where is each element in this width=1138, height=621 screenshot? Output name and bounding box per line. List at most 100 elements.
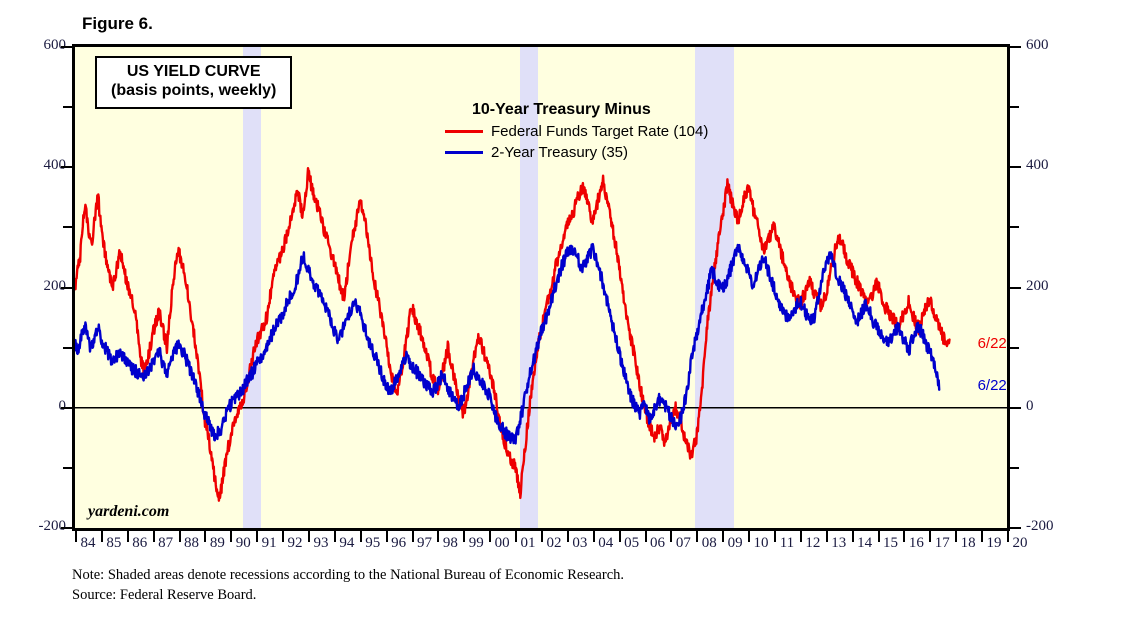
watermark: yardeni.com bbox=[88, 503, 170, 520]
x-axis-tick bbox=[100, 531, 103, 542]
footnotes: Note: Shaded areas denote recessions acc… bbox=[72, 566, 624, 605]
x-axis-tick bbox=[851, 531, 854, 542]
x-axis-label: 88 bbox=[184, 535, 199, 551]
x-axis-tick bbox=[799, 531, 802, 542]
x-axis-tick bbox=[489, 531, 492, 542]
x-axis-label: 02 bbox=[546, 535, 562, 551]
y-axis-tick bbox=[61, 406, 72, 409]
x-axis-label: 13 bbox=[831, 535, 847, 551]
x-axis-tick bbox=[877, 531, 880, 542]
x-axis-tick bbox=[126, 531, 129, 542]
x-axis-tick bbox=[981, 531, 984, 542]
x-axis-tick bbox=[437, 531, 440, 542]
x-axis-label: 20 bbox=[1012, 535, 1028, 551]
x-axis-tick bbox=[825, 531, 828, 542]
x-axis-label: 10 bbox=[753, 535, 769, 551]
footnote-source: Source: Federal Reserve Board. bbox=[72, 586, 257, 603]
y-axis-label-left: 400 bbox=[43, 157, 67, 174]
x-axis-label: 05 bbox=[624, 535, 640, 551]
y-axis-label-right: -200 bbox=[1026, 518, 1054, 534]
y-axis-tick bbox=[1010, 286, 1021, 289]
y-axis-label-right: 0 bbox=[1026, 397, 1034, 414]
x-axis-label: 00 bbox=[494, 535, 510, 551]
x-axis-label: 16 bbox=[908, 535, 924, 551]
x-axis-label: 99 bbox=[468, 535, 484, 551]
x-axis-tick bbox=[178, 531, 181, 542]
series-layer bbox=[75, 167, 1007, 502]
x-axis-label: 01 bbox=[520, 535, 536, 551]
legend-swatch-red bbox=[445, 130, 483, 133]
x-axis-label: 93 bbox=[313, 535, 329, 551]
x-axis-label: 18 bbox=[960, 535, 976, 551]
legend-item-two-year: 2-Year Treasury (35) bbox=[445, 142, 708, 163]
x-axis-tick bbox=[566, 531, 569, 542]
x-axis-label: 97 bbox=[417, 535, 432, 551]
x-axis-label: 85 bbox=[106, 535, 122, 551]
x-axis-label: 17 bbox=[934, 535, 950, 551]
y-axis-minor-tick bbox=[1010, 226, 1019, 229]
x-axis-label: 09 bbox=[727, 535, 743, 551]
x-axis-tick bbox=[722, 531, 725, 542]
x-axis-label: 03 bbox=[572, 535, 588, 551]
x-axis-label: 94 bbox=[339, 535, 355, 551]
plot-inner bbox=[75, 47, 1007, 528]
plot-frame bbox=[72, 44, 1010, 531]
x-axis-tick bbox=[774, 531, 776, 542]
y-axis-label-right: 600 bbox=[1026, 37, 1049, 53]
x-axis-label: 86 bbox=[132, 535, 148, 551]
x-axis-tick bbox=[696, 531, 699, 542]
x-axis-label: 98 bbox=[442, 535, 458, 551]
x-axis-label: 12 bbox=[805, 535, 821, 551]
legend-title: 10-Year Treasury Minus bbox=[472, 101, 651, 118]
x-axis-label: 92 bbox=[287, 535, 303, 551]
x-axis-label: 07 bbox=[675, 535, 691, 551]
end-label-two-year: 6/22 bbox=[977, 376, 1007, 394]
x-axis-tick bbox=[256, 531, 259, 542]
end-label-federal-funds: 6/22 bbox=[977, 335, 1007, 353]
y-axis-minor-tick bbox=[63, 466, 72, 469]
x-axis-label: 15 bbox=[883, 535, 898, 551]
y-axis-tick bbox=[1010, 406, 1021, 409]
x-axis-tick bbox=[308, 531, 310, 542]
legend-label-two-year: 2-Year Treasury (35) bbox=[491, 144, 629, 161]
y-axis-tick bbox=[61, 286, 72, 289]
x-axis-tick bbox=[644, 531, 647, 542]
y-axis-tick bbox=[1010, 166, 1021, 169]
x-axis-label: 84 bbox=[80, 535, 96, 551]
x-axis-tick bbox=[592, 531, 595, 542]
y-axis-label-right: 400 bbox=[1026, 157, 1049, 174]
y-axis-minor-tick bbox=[1010, 106, 1019, 109]
x-axis-label: 95 bbox=[365, 535, 381, 551]
x-axis-label: 91 bbox=[261, 535, 277, 551]
x-axis-tick bbox=[541, 531, 543, 542]
series-line bbox=[75, 242, 941, 445]
y-axis-tick bbox=[1010, 46, 1021, 48]
y-axis-label-left: -200 bbox=[38, 518, 67, 534]
x-axis-tick bbox=[515, 531, 518, 542]
y-axis-tick bbox=[61, 527, 72, 529]
footnote-note: Note: Shaded areas denote recessions acc… bbox=[72, 567, 625, 583]
y-axis-label-right: 200 bbox=[1026, 277, 1049, 294]
chart-title-line1: US YIELD CURVE bbox=[126, 63, 261, 80]
x-axis-tick bbox=[618, 531, 621, 542]
x-axis-label: 14 bbox=[857, 535, 873, 551]
x-axis-tick bbox=[955, 531, 958, 542]
y-axis-minor-tick bbox=[63, 106, 72, 109]
x-axis-label: 87 bbox=[158, 535, 174, 551]
y-axis-minor-tick bbox=[1010, 346, 1019, 349]
x-axis-label: 96 bbox=[391, 535, 407, 551]
x-axis-label: 90 bbox=[235, 535, 251, 551]
legend: 10-Year Treasury Minus Federal Funds Tar… bbox=[445, 101, 708, 163]
x-axis-label: 11 bbox=[779, 535, 795, 551]
x-axis-label: 19 bbox=[986, 535, 1002, 551]
chart-title-box: US YIELD CURVE (basis points, weekly) bbox=[95, 56, 293, 109]
x-axis-tick bbox=[748, 531, 751, 542]
x-axis-tick bbox=[463, 531, 466, 542]
x-axis-label: 04 bbox=[598, 535, 614, 551]
y-axis-label-left: 0 bbox=[58, 397, 67, 414]
y-axis-tick bbox=[61, 46, 72, 48]
x-axis-tick bbox=[75, 531, 77, 542]
legend-item-federal-funds: Federal Funds Target Rate (104) bbox=[445, 121, 708, 142]
x-axis-tick bbox=[204, 531, 207, 542]
